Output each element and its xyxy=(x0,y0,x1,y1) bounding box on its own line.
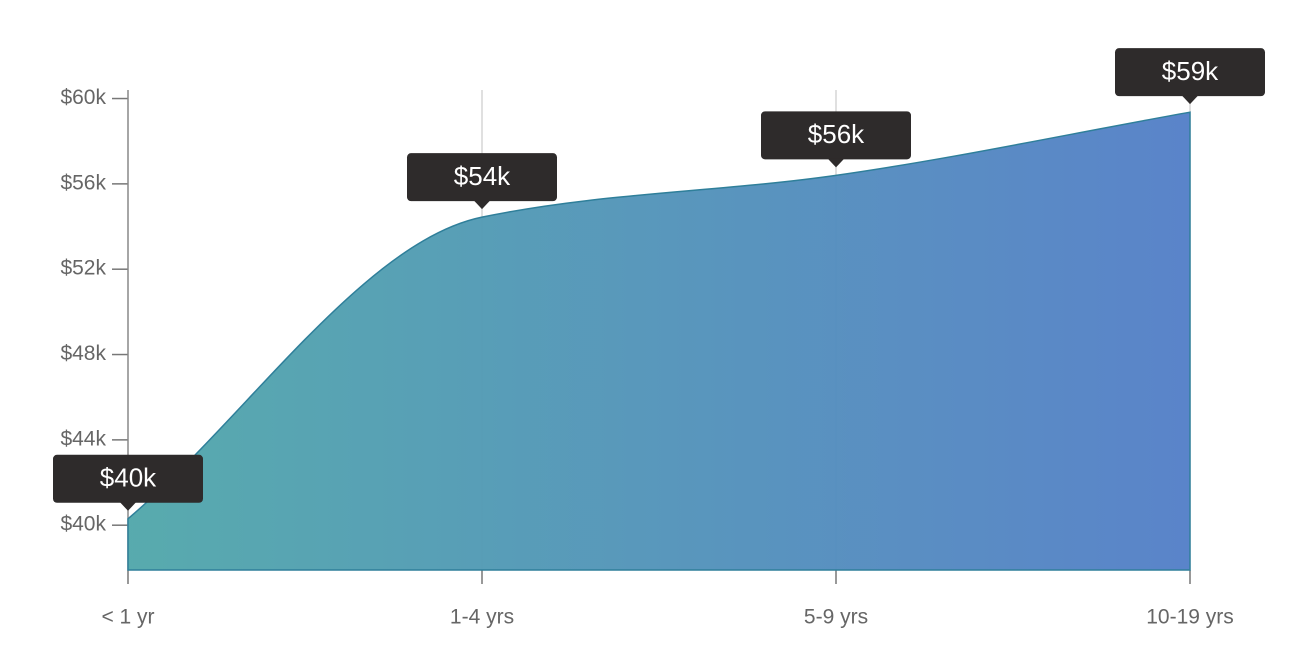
value-label: $54k xyxy=(454,161,511,191)
y-tick-label: $44k xyxy=(60,427,106,450)
y-tick-label: $60k xyxy=(60,86,106,109)
area xyxy=(127,111,1191,571)
x-tick-label: 5-9 yrs xyxy=(804,606,868,629)
y-tick-label: $48k xyxy=(60,342,106,365)
y-tick-label: $52k xyxy=(60,257,106,280)
y-tick-label: $56k xyxy=(60,171,106,194)
y-tick-label: $40k xyxy=(60,513,106,536)
value-tooltip: $56k xyxy=(761,111,911,168)
x-tick-label: < 1 yr xyxy=(101,606,154,629)
value-label: $56k xyxy=(808,119,865,149)
value-tooltip: $54k xyxy=(407,153,557,210)
value-label: $40k xyxy=(100,463,157,493)
value-tooltip: $59k xyxy=(1115,48,1265,105)
value-label: $59k xyxy=(1162,56,1219,86)
x-tick-label: 1-4 yrs xyxy=(450,606,514,629)
x-tick-label: 10-19 yrs xyxy=(1146,606,1234,629)
value-tooltip: $40k xyxy=(53,454,203,511)
